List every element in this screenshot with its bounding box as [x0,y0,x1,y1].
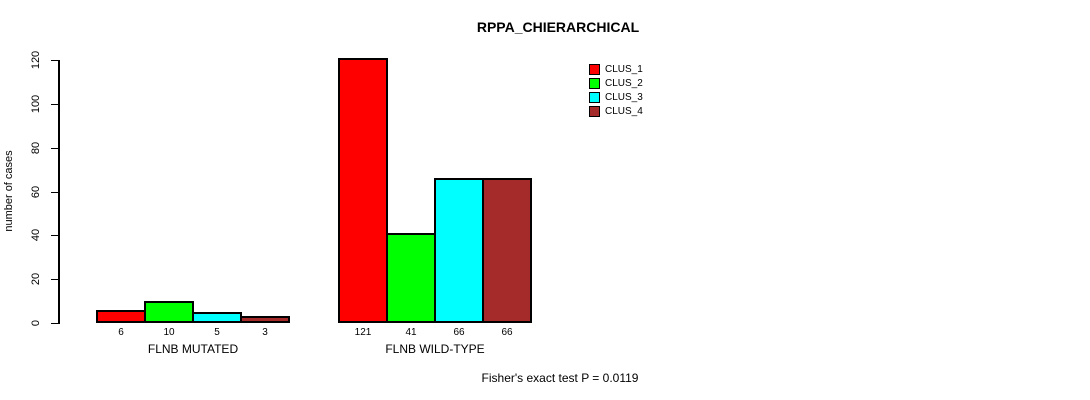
bar-clus_4 [240,316,290,323]
fishers-test-annotation: Fisher's exact test P = 0.0119 [481,371,639,385]
legend-swatch-icon [589,91,600,103]
y-tick [51,323,58,324]
legend-item-clus_4: CLUS_4 [589,104,643,118]
bar-value-label: 3 [262,327,268,338]
chart-title: RPPA_CHIERARCHICAL [476,19,640,35]
legend-swatch-icon [589,105,600,117]
legend: CLUS_1 CLUS_2 CLUS_3 CLUS_4 [589,62,643,118]
y-axis-label: number of cases [3,150,15,232]
bar-value-label: 6 [118,327,124,338]
legend-label: CLUS_4 [605,105,643,117]
legend-swatch-icon [589,77,600,89]
bar-value-label: 5 [214,327,220,338]
legend-item-clus_3: CLUS_3 [589,90,643,104]
x-category-label: FLNB MUTATED [147,342,239,356]
bar-value-label: 66 [453,327,465,338]
bar-clus_2 [144,301,194,323]
y-axis-line [58,60,60,324]
y-tick [51,279,58,280]
y-tick-label: 0 [30,319,42,327]
bar-clus_3 [192,312,242,323]
y-tick-label: 20 [30,272,42,286]
bar-clus_1 [96,310,146,323]
legend-item-clus_1: CLUS_1 [589,62,643,76]
y-tick [51,192,58,193]
y-tick-label: 60 [30,185,42,199]
bar-clus_2 [386,233,436,323]
y-tick [51,104,58,105]
y-tick-label: 120 [30,50,42,70]
legend-item-clus_2: CLUS_2 [589,76,643,90]
y-tick [51,148,58,149]
bar-value-label: 121 [354,327,372,338]
y-tick-label: 100 [30,94,42,114]
x-category-label: FLNB WILD-TYPE [385,342,485,356]
y-tick [51,235,58,236]
y-tick-label: 80 [30,141,42,155]
bar-value-label: 41 [405,327,417,338]
y-tick [51,60,58,61]
bar-clus_4 [482,178,532,323]
bar-value-label: 66 [501,327,513,338]
legend-label: CLUS_3 [605,91,643,103]
y-tick-label: 40 [30,228,42,242]
legend-swatch-icon [589,63,600,75]
legend-label: CLUS_1 [605,63,643,75]
bar-clus_3 [434,178,484,323]
bar-clus_1 [338,58,388,323]
legend-label: CLUS_2 [605,77,643,89]
bar-value-label: 10 [163,327,175,338]
